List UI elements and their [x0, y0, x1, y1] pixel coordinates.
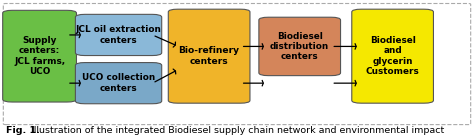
FancyBboxPatch shape: [352, 9, 433, 103]
FancyBboxPatch shape: [259, 17, 340, 76]
FancyBboxPatch shape: [3, 10, 76, 102]
Text: Biodiesel
and
glycerin
Customers: Biodiesel and glycerin Customers: [366, 36, 419, 76]
FancyBboxPatch shape: [168, 9, 250, 103]
Text: Fig. 1.: Fig. 1.: [6, 126, 43, 135]
Text: Illustration of the integrated Biodiesel supply chain network and environmental : Illustration of the integrated Biodiesel…: [31, 126, 444, 135]
Text: UCO collection
centers: UCO collection centers: [82, 74, 155, 93]
Text: Bio-refinery
centers: Bio-refinery centers: [179, 46, 240, 66]
Text: Biodiesel
distribution
centers: Biodiesel distribution centers: [270, 32, 329, 61]
Text: JCL oil extraction
centers: JCL oil extraction centers: [76, 25, 162, 45]
FancyBboxPatch shape: [75, 63, 162, 104]
FancyBboxPatch shape: [75, 14, 162, 56]
Text: Supply
centers:
JCL farms,
UCO: Supply centers: JCL farms, UCO: [14, 36, 65, 76]
